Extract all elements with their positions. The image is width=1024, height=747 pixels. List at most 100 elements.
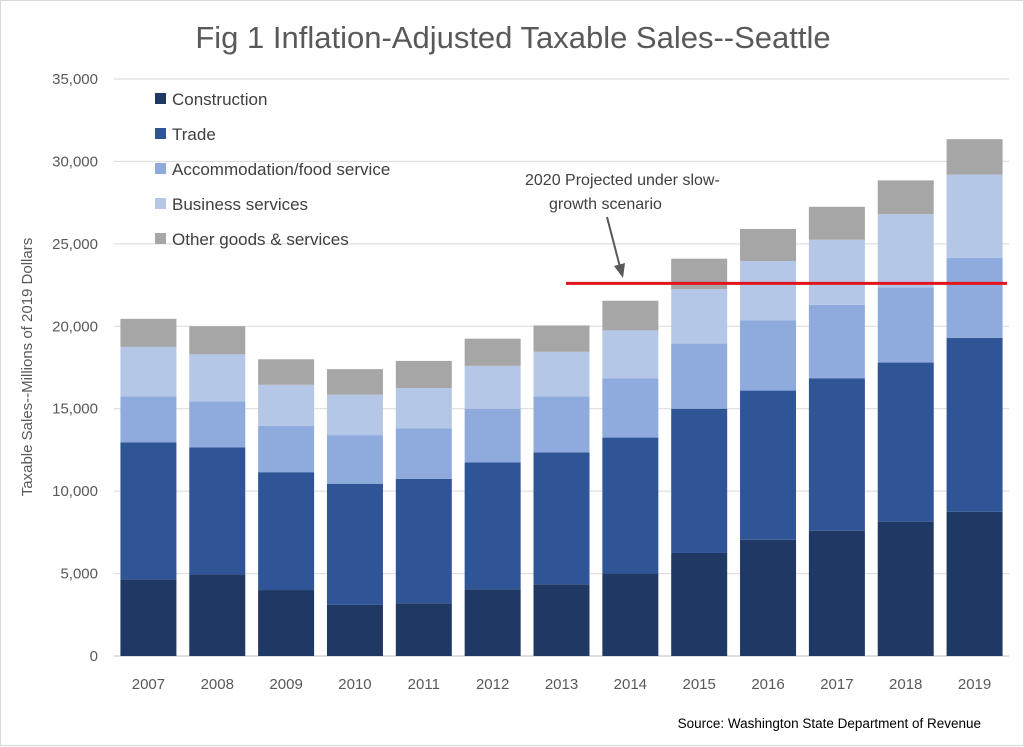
x-tick-label: 2009: [269, 676, 302, 693]
bar-segment-accommodation-food-service: [395, 428, 452, 479]
legend-swatch: [155, 128, 166, 139]
bar-segment-accommodation-food-service: [258, 426, 315, 473]
legend-label: Business services: [172, 195, 308, 214]
bar-segment-business-services: [533, 351, 590, 397]
x-tick-labels: 2007 2008 2009 2010 2011 2012 2013 2014 2015 2016…: [132, 676, 992, 693]
bar-segment-other-goods-services: [533, 325, 590, 352]
bar-segment-other-goods-services: [877, 180, 934, 215]
bar-segment-accommodation-food-service: [946, 257, 1003, 338]
y-axis-label: Taxable Sales--Millions of 2019 Dollars: [19, 238, 36, 496]
y-tick-label: 0: [90, 648, 98, 665]
bar-segment-other-goods-services: [602, 300, 659, 331]
bar-segment-construction: [395, 603, 452, 656]
bar-segment-trade: [740, 390, 797, 540]
legend-swatch: [155, 233, 166, 244]
bar-segment-trade: [120, 442, 177, 580]
bar-segment-trade: [602, 437, 659, 574]
bar-segment-trade: [258, 472, 315, 591]
bar-segment-accommodation-food-service: [326, 435, 383, 484]
bar-segment-other-goods-services: [808, 206, 865, 240]
bar-segment-other-goods-services: [395, 360, 452, 389]
y-tick-label: 35,000: [52, 71, 98, 88]
bar-segment-construction: [120, 579, 177, 656]
y-tick-label: 20,000: [52, 318, 98, 335]
bar-segment-business-services: [326, 394, 383, 436]
legend-label: Accommodation/food service: [172, 160, 390, 179]
bar-segment-trade: [671, 408, 728, 553]
x-tick-label: 2018: [889, 676, 922, 693]
x-tick-label: 2007: [132, 676, 165, 693]
annotation-arrow-head: [614, 263, 625, 278]
y-tick-label: 25,000: [52, 236, 98, 253]
bar-segment-business-services: [946, 174, 1003, 258]
bar-segment-other-goods-services: [946, 139, 1003, 175]
legend-label: Construction: [172, 90, 267, 109]
bar-segment-construction: [740, 539, 797, 656]
bar-segment-other-goods-services: [464, 338, 521, 366]
bar-segment-business-services: [120, 346, 177, 397]
bar-segment-construction: [533, 584, 590, 656]
projection-annotation: 2020 Projected under slow-: [525, 172, 720, 189]
x-tick-label: 2015: [683, 676, 716, 693]
legend-swatch: [155, 198, 166, 209]
projection-annotation: growth scenario: [549, 196, 662, 213]
x-tick-label: 2012: [476, 676, 509, 693]
legend-swatch: [155, 163, 166, 174]
x-tick-label: 2010: [338, 676, 371, 693]
legend: Construction Trade Accommodation/food serv…: [155, 90, 390, 249]
bar-segment-trade: [808, 378, 865, 531]
y-tick-label: 30,000: [52, 153, 98, 170]
bar-segment-construction: [189, 574, 246, 656]
bar-segment-accommodation-food-service: [533, 396, 590, 453]
bar-segment-construction: [808, 530, 865, 656]
annotation-arrow-shaft: [606, 216, 621, 268]
bar-segment-trade: [946, 337, 1003, 512]
projection-line-group: 2020 Projected under slow-growth scenari…: [525, 172, 1007, 285]
y-tick-label: 5,000: [60, 566, 98, 583]
legend-swatch: [155, 93, 166, 104]
chart-title: Fig 1 Inflation-Adjusted Taxable Sales--…: [195, 20, 830, 55]
bar-segment-business-services: [189, 354, 246, 402]
x-tick-label: 2008: [201, 676, 234, 693]
bar-segment-construction: [464, 589, 521, 656]
bar-segment-business-services: [740, 261, 797, 321]
bar-segment-other-goods-services: [740, 229, 797, 262]
y-tick-label: 15,000: [52, 401, 98, 418]
bar-segment-business-services: [877, 214, 934, 288]
x-tick-label: 2017: [820, 676, 853, 693]
bar-segment-construction: [877, 521, 934, 656]
bar-segment-business-services: [258, 384, 315, 427]
bar-segment-trade: [395, 478, 452, 604]
x-tick-label: 2014: [614, 676, 647, 693]
bar-segment-accommodation-food-service: [671, 343, 728, 409]
x-tick-label: 2013: [545, 676, 578, 693]
y-tick-labels: 0 5,000 10,000 15,000 20,000 25,000 30,000 35,0…: [52, 71, 98, 665]
bar-segment-other-goods-services: [326, 369, 383, 395]
bar-segment-business-services: [395, 388, 452, 429]
bar-segment-accommodation-food-service: [877, 287, 934, 363]
bar-segment-business-services: [464, 365, 521, 409]
bar-segment-construction: [671, 552, 728, 656]
bar-segment-accommodation-food-service: [464, 408, 521, 463]
legend-label: Other goods & services: [172, 230, 349, 249]
bar-segment-other-goods-services: [189, 326, 246, 355]
x-tick-label: 2019: [958, 676, 991, 693]
bar-segment-trade: [877, 362, 934, 522]
bar-segment-construction: [326, 604, 383, 656]
bar-segment-trade: [533, 452, 590, 585]
bar-segment-trade: [326, 483, 383, 605]
bar-segment-accommodation-food-service: [602, 378, 659, 438]
bar-segment-trade: [464, 462, 521, 590]
bar-segment-trade: [189, 447, 246, 575]
x-tick-label: 2011: [408, 676, 440, 693]
y-tick-label: 10,000: [52, 483, 98, 500]
bar-segment-accommodation-food-service: [189, 401, 246, 448]
x-tick-label: 2016: [751, 676, 784, 693]
bar-segment-other-goods-services: [258, 359, 315, 385]
bar-segment-construction: [946, 511, 1003, 656]
bar-segment-business-services: [808, 239, 865, 305]
bar-segment-business-services: [671, 289, 728, 344]
bar-segment-accommodation-food-service: [120, 396, 177, 443]
